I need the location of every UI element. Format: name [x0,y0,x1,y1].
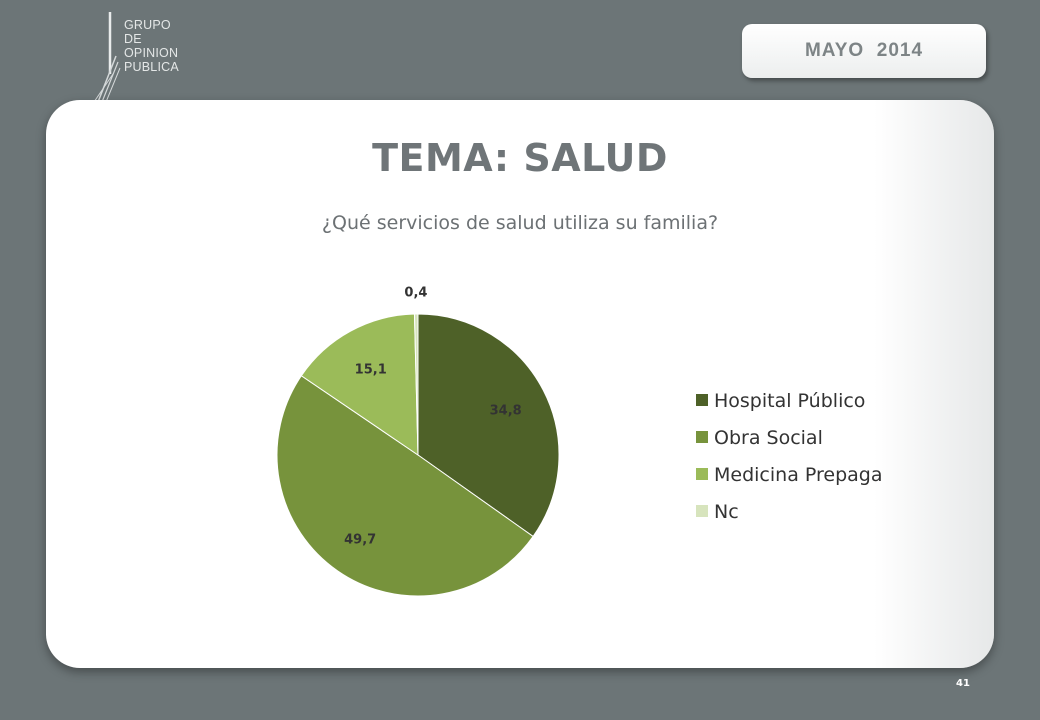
data-label-2: 49,7 [344,532,376,547]
data-label-1: 34,8 [490,404,522,419]
pie-chart: 34,8 49,7 15,1 0,4 Hospital Público Obra Soci… [276,285,883,597]
legend-swatch-2 [696,431,708,443]
legend-swatch-4 [696,505,708,517]
legend-label-1: Hospital Público [714,390,865,412]
logo-line-2: DE [124,32,142,46]
pie-slice-3 [300,313,419,456]
legend-label-3: Medicina Prepaga [714,464,883,486]
pie-slice-1 [417,313,560,538]
slide-title: TEMA: SALUD [372,136,668,180]
date-badge: MAYO 2014 [742,24,986,78]
slide-card: TEMA: SALUD ¿Qué servicios de salud util… [46,100,994,668]
legend-label-4: Nc [714,501,739,523]
data-label-4: 0,4 [404,285,427,300]
logo-line-4: PUBLICA [124,60,179,74]
legend-swatch-1 [696,394,708,406]
legend-swatch-3 [696,468,708,480]
data-label-3: 15,1 [355,362,387,377]
page-number: 41 [956,678,970,689]
date-label: MAYO 2014 [804,40,924,61]
pie-slice-2 [276,375,534,597]
pie-slice-4 [413,313,419,456]
card-shade [874,100,994,668]
slide-subtitle: ¿Qué servicios de salud utiliza su famil… [321,212,719,234]
legend-label-2: Obra Social [714,427,823,449]
logo-line-3: OPINION [124,46,179,60]
logo-graphic [94,12,121,102]
logo-text: GRUPO DE OPINION PUBLICA [124,18,179,74]
logo-line-1: GRUPO [124,18,171,32]
